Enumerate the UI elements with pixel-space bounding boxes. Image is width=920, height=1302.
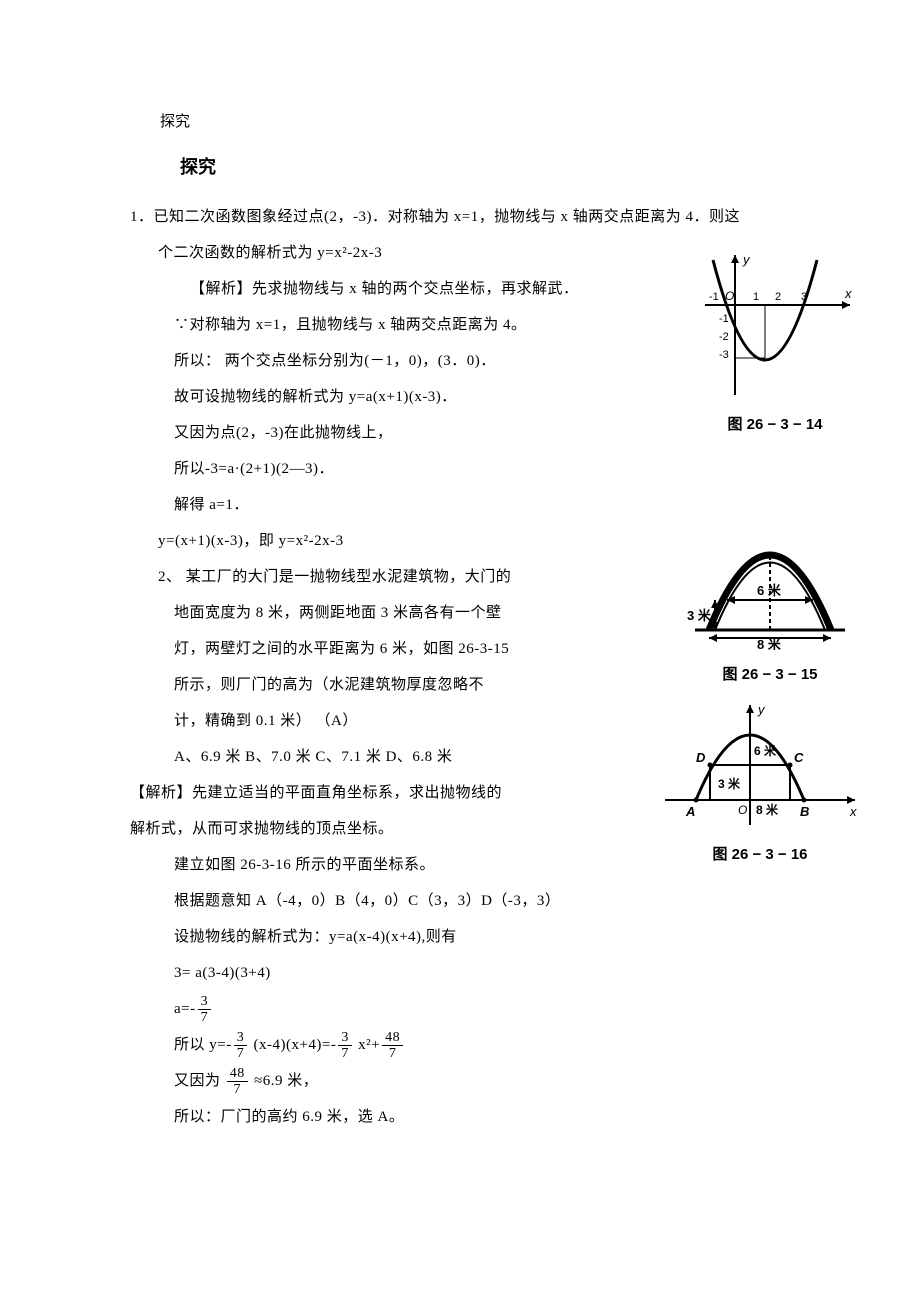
svg-text:B: B [800, 804, 809, 819]
p2-l9: 根据题意知 A（-4，0）B（4，0）C（3，3）D（-3，3） [174, 883, 674, 919]
parabola-graph-icon: x y O -1 1 2 3 -1 -2 -3 [695, 250, 855, 400]
svg-text:6 米: 6 米 [754, 743, 777, 758]
p2-a-line: a=-37 [174, 991, 674, 1027]
svg-text:2: 2 [775, 291, 781, 303]
svg-text:x: x [844, 286, 852, 301]
p1-l8: 所以-3=a·(2+1)(2—3)． [174, 451, 674, 487]
fig3-caption: 图 26 − 3 − 16 [660, 843, 860, 864]
svg-text:A: A [685, 804, 695, 819]
frac-y2: 37 [338, 1030, 352, 1062]
svg-text:-2: -2 [719, 331, 729, 343]
frac-a: 37 [198, 994, 212, 1026]
p1-l3: 【解析】先求抛物线与 x 轴的两个交点坐标，再求解武． [190, 271, 690, 307]
approx-suffix: ≈6.9 米， [250, 1073, 318, 1089]
p1-stem-1: 1．已知二次函数图象经过点(2，-3)．对称轴为 x=1，抛物线与 x 轴两交点… [130, 199, 830, 235]
figure-26-3-15: 6 米 3 米 8 米 图 26 − 3 − 15 [680, 530, 860, 684]
approx-prefix: 又因为 [174, 1073, 225, 1089]
p2-l11: 3= a(3-4)(3+4) [174, 955, 674, 991]
p2-conclusion: 所以：厂门的高约 6.9 米，选 A。 [174, 1099, 674, 1135]
small-title: 探究 [160, 110, 840, 131]
svg-text:8 米: 8 米 [757, 637, 782, 650]
frac-approx: 487 [227, 1066, 248, 1098]
figure-26-3-16: x y D C A B O 6 米 3 米 8 米 图 26 − 3 − 16 [660, 700, 860, 864]
figure-26-3-14: x y O -1 1 2 3 -1 -2 -3 图 26 − 3 − 14 [690, 250, 860, 434]
svg-text:y: y [742, 252, 751, 267]
p2-l4: 所示，则厂门的高为（水泥建筑物厚度忽略不 [174, 667, 674, 703]
y-mid2: x²+ [354, 1037, 380, 1053]
svg-text:3 米: 3 米 [687, 608, 712, 623]
p2-choices: A、6.9 米 B、7.0 米 C、7.1 米 D、6.8 米 [174, 739, 674, 775]
svg-text:8 米: 8 米 [756, 802, 779, 817]
p2-l5: 计，精确到 0.1 米） （A） [174, 703, 674, 739]
p1-l7: 又因为点(2，-3)在此抛物线上， [174, 415, 674, 451]
p2-l1: 2、 某工厂的大门是一抛物线型水泥建筑物，大门的 [158, 559, 658, 595]
svg-text:-3: -3 [719, 349, 729, 361]
p2-l3: 灯，两壁灯之间的水平距离为 6 米，如图 26-3-15 [174, 631, 674, 667]
svg-text:3: 3 [801, 291, 807, 303]
p1-l5: 所以： 两个交点坐标分别为(－1，0)，(3．0)． [174, 343, 674, 379]
frac-y1: 37 [234, 1030, 248, 1062]
y-mid1: (x-4)(x+4)=- [249, 1037, 336, 1053]
svg-text:O: O [738, 803, 747, 817]
p2-approx-line: 又因为 487 ≈6.9 米， [174, 1063, 674, 1099]
p2-l6: 【解析】先建立适当的平面直角坐标系，求出抛物线的 [130, 775, 630, 811]
svg-text:-1: -1 [719, 313, 729, 325]
p2-l7: 解析式，从而可求抛物线的顶点坐标。 [130, 811, 630, 847]
p2-y-line: 所以 y=-37 (x-4)(x+4)=-37 x²+487 [174, 1027, 674, 1063]
fig1-caption: 图 26 − 3 − 14 [690, 413, 860, 434]
svg-text:3 米: 3 米 [718, 776, 741, 791]
svg-text:1: 1 [753, 291, 759, 303]
p1-l6: 故可设抛物线的解析式为 y=a(x+1)(x-3)． [174, 379, 674, 415]
bold-title: 探究 [180, 153, 840, 179]
arch-icon: 6 米 3 米 8 米 [685, 530, 855, 650]
frac-y3: 487 [382, 1030, 403, 1062]
p1-l10: y=(x+1)(x-3)，即 y=x²-2x-3 [158, 523, 658, 559]
svg-text:-1: -1 [709, 291, 719, 303]
page-container: 探究 探究 1．已知二次函数图象经过点(2，-3)．对称轴为 x=1，抛物线与 … [0, 0, 920, 1195]
svg-text:y: y [757, 702, 766, 717]
p2-l8: 建立如图 26-3-16 所示的平面坐标系。 [174, 847, 674, 883]
coord-arch-icon: x y D C A B O 6 米 3 米 8 米 [660, 700, 860, 830]
a-prefix: a=- [174, 1001, 196, 1017]
fig2-caption: 图 26 − 3 − 15 [680, 663, 860, 684]
svg-text:D: D [696, 750, 706, 765]
p2-l2: 地面宽度为 8 米，两侧距地面 3 米高各有一个壁 [174, 595, 674, 631]
svg-text:x: x [849, 804, 857, 819]
svg-text:C: C [794, 750, 804, 765]
p1-l4: ∵对称轴为 x=1，且抛物线与 x 轴两交点距离为 4。 [174, 307, 674, 343]
y-prefix: 所以 y=- [174, 1037, 232, 1053]
p1-l9: 解得 a=1． [174, 487, 674, 523]
p2-l10: 设抛物线的解析式为：y=a(x-4)(x+4),则有 [174, 919, 674, 955]
